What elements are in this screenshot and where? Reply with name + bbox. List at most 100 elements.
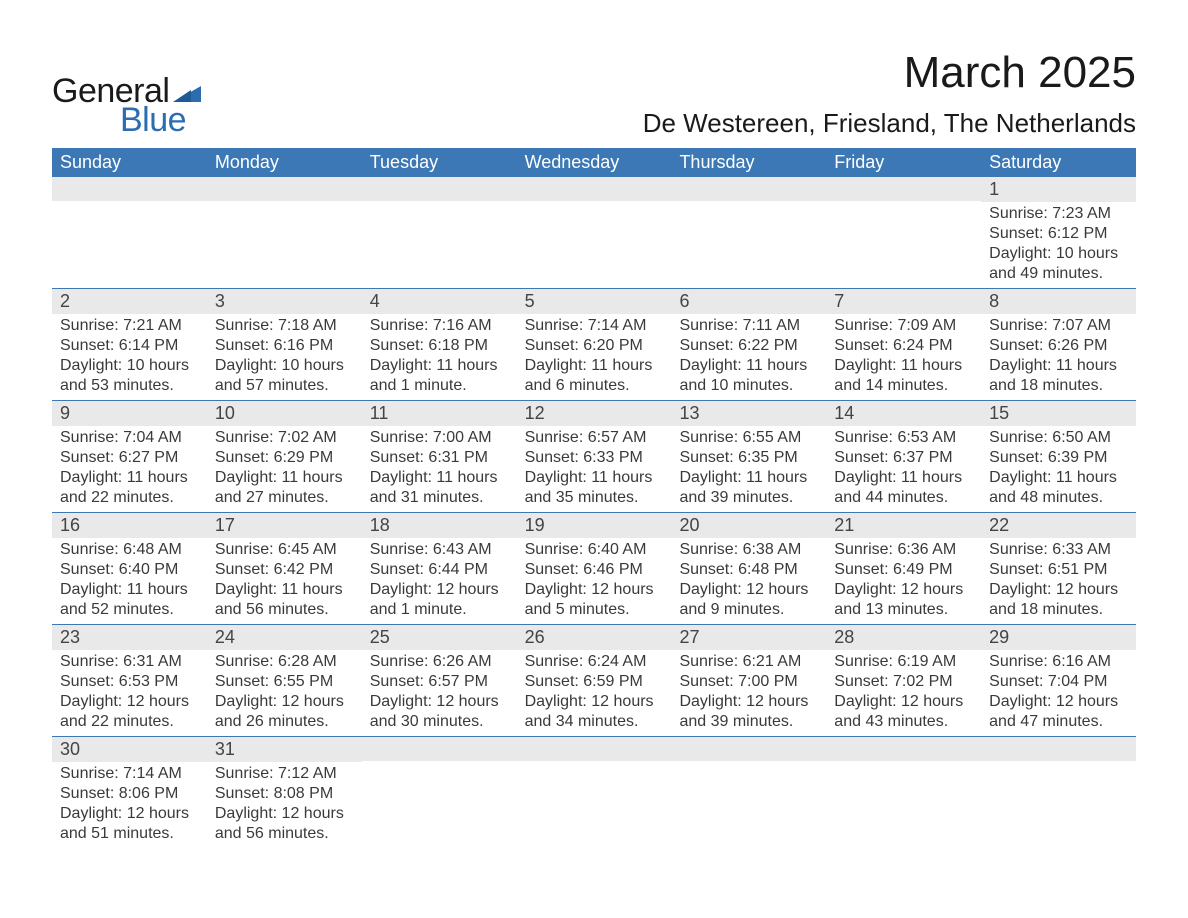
sunrise-text: Sunrise: 6:40 AM — [525, 540, 664, 560]
sunrise-text: Sunrise: 7:04 AM — [60, 428, 199, 448]
day-cell: 1Sunrise: 7:23 AMSunset: 6:12 PMDaylight… — [981, 177, 1136, 288]
day-number — [362, 737, 517, 761]
sunset-text: Sunset: 6:29 PM — [215, 448, 354, 468]
day-cell: 27Sunrise: 6:21 AMSunset: 7:00 PMDayligh… — [671, 624, 826, 736]
sunset-text: Sunset: 6:35 PM — [679, 448, 818, 468]
day-details — [362, 201, 517, 207]
day-details: Sunrise: 6:21 AMSunset: 7:00 PMDaylight:… — [671, 650, 826, 736]
sunset-text: Sunset: 6:22 PM — [679, 336, 818, 356]
day-cell — [207, 177, 362, 288]
day-details: Sunrise: 6:16 AMSunset: 7:04 PMDaylight:… — [981, 650, 1136, 736]
sunrise-text: Sunrise: 6:48 AM — [60, 540, 199, 560]
title-block: March 2025 De Westereen, Friesland, The … — [643, 48, 1136, 139]
sunset-text: Sunset: 6:33 PM — [525, 448, 664, 468]
day-number: 4 — [362, 289, 517, 314]
day-cell: 3Sunrise: 7:18 AMSunset: 6:16 PMDaylight… — [207, 288, 362, 400]
weekday-header: Thursday — [671, 148, 826, 177]
day-number: 6 — [671, 289, 826, 314]
day-cell — [671, 177, 826, 288]
week-row: 23Sunrise: 6:31 AMSunset: 6:53 PMDayligh… — [52, 624, 1136, 736]
daylight-text: Daylight: 12 hours and 30 minutes. — [370, 692, 509, 732]
day-cell: 16Sunrise: 6:48 AMSunset: 6:40 PMDayligh… — [52, 512, 207, 624]
weekday-header: Monday — [207, 148, 362, 177]
daylight-text: Daylight: 11 hours and 44 minutes. — [834, 468, 973, 508]
day-details: Sunrise: 6:38 AMSunset: 6:48 PMDaylight:… — [671, 538, 826, 624]
day-details: Sunrise: 7:14 AMSunset: 6:20 PMDaylight:… — [517, 314, 672, 400]
day-number — [517, 177, 672, 201]
day-cell: 8Sunrise: 7:07 AMSunset: 6:26 PMDaylight… — [981, 288, 1136, 400]
day-details: Sunrise: 6:36 AMSunset: 6:49 PMDaylight:… — [826, 538, 981, 624]
weekday-header: Sunday — [52, 148, 207, 177]
daylight-text: Daylight: 11 hours and 1 minute. — [370, 356, 509, 396]
day-number: 18 — [362, 513, 517, 538]
day-number: 3 — [207, 289, 362, 314]
day-cell — [826, 177, 981, 288]
sunset-text: Sunset: 6:20 PM — [525, 336, 664, 356]
day-cell: 28Sunrise: 6:19 AMSunset: 7:02 PMDayligh… — [826, 624, 981, 736]
sunrise-text: Sunrise: 7:18 AM — [215, 316, 354, 336]
day-details — [517, 201, 672, 207]
sunset-text: Sunset: 6:31 PM — [370, 448, 509, 468]
day-details — [671, 201, 826, 207]
daylight-text: Daylight: 12 hours and 39 minutes. — [679, 692, 818, 732]
day-number: 28 — [826, 625, 981, 650]
sunrise-text: Sunrise: 7:14 AM — [60, 764, 199, 784]
sunset-text: Sunset: 7:02 PM — [834, 672, 973, 692]
weekday-header: Wednesday — [517, 148, 672, 177]
day-details: Sunrise: 7:14 AMSunset: 8:06 PMDaylight:… — [52, 762, 207, 848]
sunset-text: Sunset: 6:44 PM — [370, 560, 509, 580]
day-number: 13 — [671, 401, 826, 426]
day-number: 19 — [517, 513, 672, 538]
sunset-text: Sunset: 7:00 PM — [679, 672, 818, 692]
daylight-text: Daylight: 10 hours and 49 minutes. — [989, 244, 1128, 284]
day-number: 11 — [362, 401, 517, 426]
week-row: 9Sunrise: 7:04 AMSunset: 6:27 PM Daylight… — [52, 400, 1136, 512]
day-details: Sunrise: 6:40 AMSunset: 6:46 PMDaylight:… — [517, 538, 672, 624]
day-number — [362, 177, 517, 201]
day-number: 15 — [981, 401, 1136, 426]
day-details: Sunrise: 6:24 AMSunset: 6:59 PMDaylight:… — [517, 650, 672, 736]
daylight-text: Daylight: 12 hours and 51 minutes. — [60, 804, 199, 844]
sunset-text: Sunset: 7:04 PM — [989, 672, 1128, 692]
day-details: Sunrise: 6:45 AMSunset: 6:42 PMDaylight:… — [207, 538, 362, 624]
brand-logo: General Blue — [52, 72, 201, 140]
daylight-text: Daylight: 12 hours and 18 minutes. — [989, 580, 1128, 620]
day-details — [826, 761, 981, 767]
day-details: Sunrise: 6:57 AMSunset: 6:33 PMDaylight:… — [517, 426, 672, 512]
location-subtitle: De Westereen, Friesland, The Netherlands — [643, 108, 1136, 139]
day-details: Sunrise: 7:21 AMSunset: 6:14 PMDaylight:… — [52, 314, 207, 400]
day-cell: 15Sunrise: 6:50 AMSunset: 6:39 PMDayligh… — [981, 400, 1136, 512]
day-cell: 11Sunrise: 7:00 AMSunset: 6:31 PMDayligh… — [362, 400, 517, 512]
sunrise-text: Sunrise: 7:11 AM — [679, 316, 818, 336]
day-cell: 12Sunrise: 6:57 AMSunset: 6:33 PMDayligh… — [517, 400, 672, 512]
weekday-header: Saturday — [981, 148, 1136, 177]
daylight-text: Daylight: 11 hours and 6 minutes. — [525, 356, 664, 396]
sunset-text: Sunset: 6:16 PM — [215, 336, 354, 356]
sunset-text: Sunset: 8:06 PM — [60, 784, 199, 804]
weekday-header: Tuesday — [362, 148, 517, 177]
day-number: 7 — [826, 289, 981, 314]
day-cell: 21Sunrise: 6:36 AMSunset: 6:49 PMDayligh… — [826, 512, 981, 624]
day-cell: 23Sunrise: 6:31 AMSunset: 6:53 PMDayligh… — [52, 624, 207, 736]
day-number: 9 — [52, 401, 207, 426]
week-row: 30Sunrise: 7:14 AMSunset: 8:06 PMDayligh… — [52, 736, 1136, 848]
calendar: Sunday Monday Tuesday Wednesday Thursday… — [52, 148, 1136, 848]
day-cell: 13Sunrise: 6:55 AMSunset: 6:35 PMDayligh… — [671, 400, 826, 512]
day-number: 12 — [517, 401, 672, 426]
day-cell: 17Sunrise: 6:45 AMSunset: 6:42 PMDayligh… — [207, 512, 362, 624]
day-number: 26 — [517, 625, 672, 650]
daylight-text: Daylight: 12 hours and 9 minutes. — [679, 580, 818, 620]
day-number: 1 — [981, 177, 1136, 202]
sunset-text: Sunset: 6:27 PM — [60, 448, 199, 468]
day-cell — [517, 177, 672, 288]
day-number: 8 — [981, 289, 1136, 314]
sunrise-text: Sunrise: 7:14 AM — [525, 316, 664, 336]
day-number: 2 — [52, 289, 207, 314]
sunrise-text: Sunrise: 6:31 AM — [60, 652, 199, 672]
sunrise-text: Sunrise: 7:02 AM — [215, 428, 354, 448]
day-details: Sunrise: 6:53 AMSunset: 6:37 PMDaylight:… — [826, 426, 981, 512]
daylight-text: Daylight: 11 hours and 10 minutes. — [679, 356, 818, 396]
daylight-text: Daylight: 12 hours and 1 minute. — [370, 580, 509, 620]
daylight-text: Daylight: 11 hours and 48 minutes. — [989, 468, 1128, 508]
day-number: 30 — [52, 737, 207, 762]
